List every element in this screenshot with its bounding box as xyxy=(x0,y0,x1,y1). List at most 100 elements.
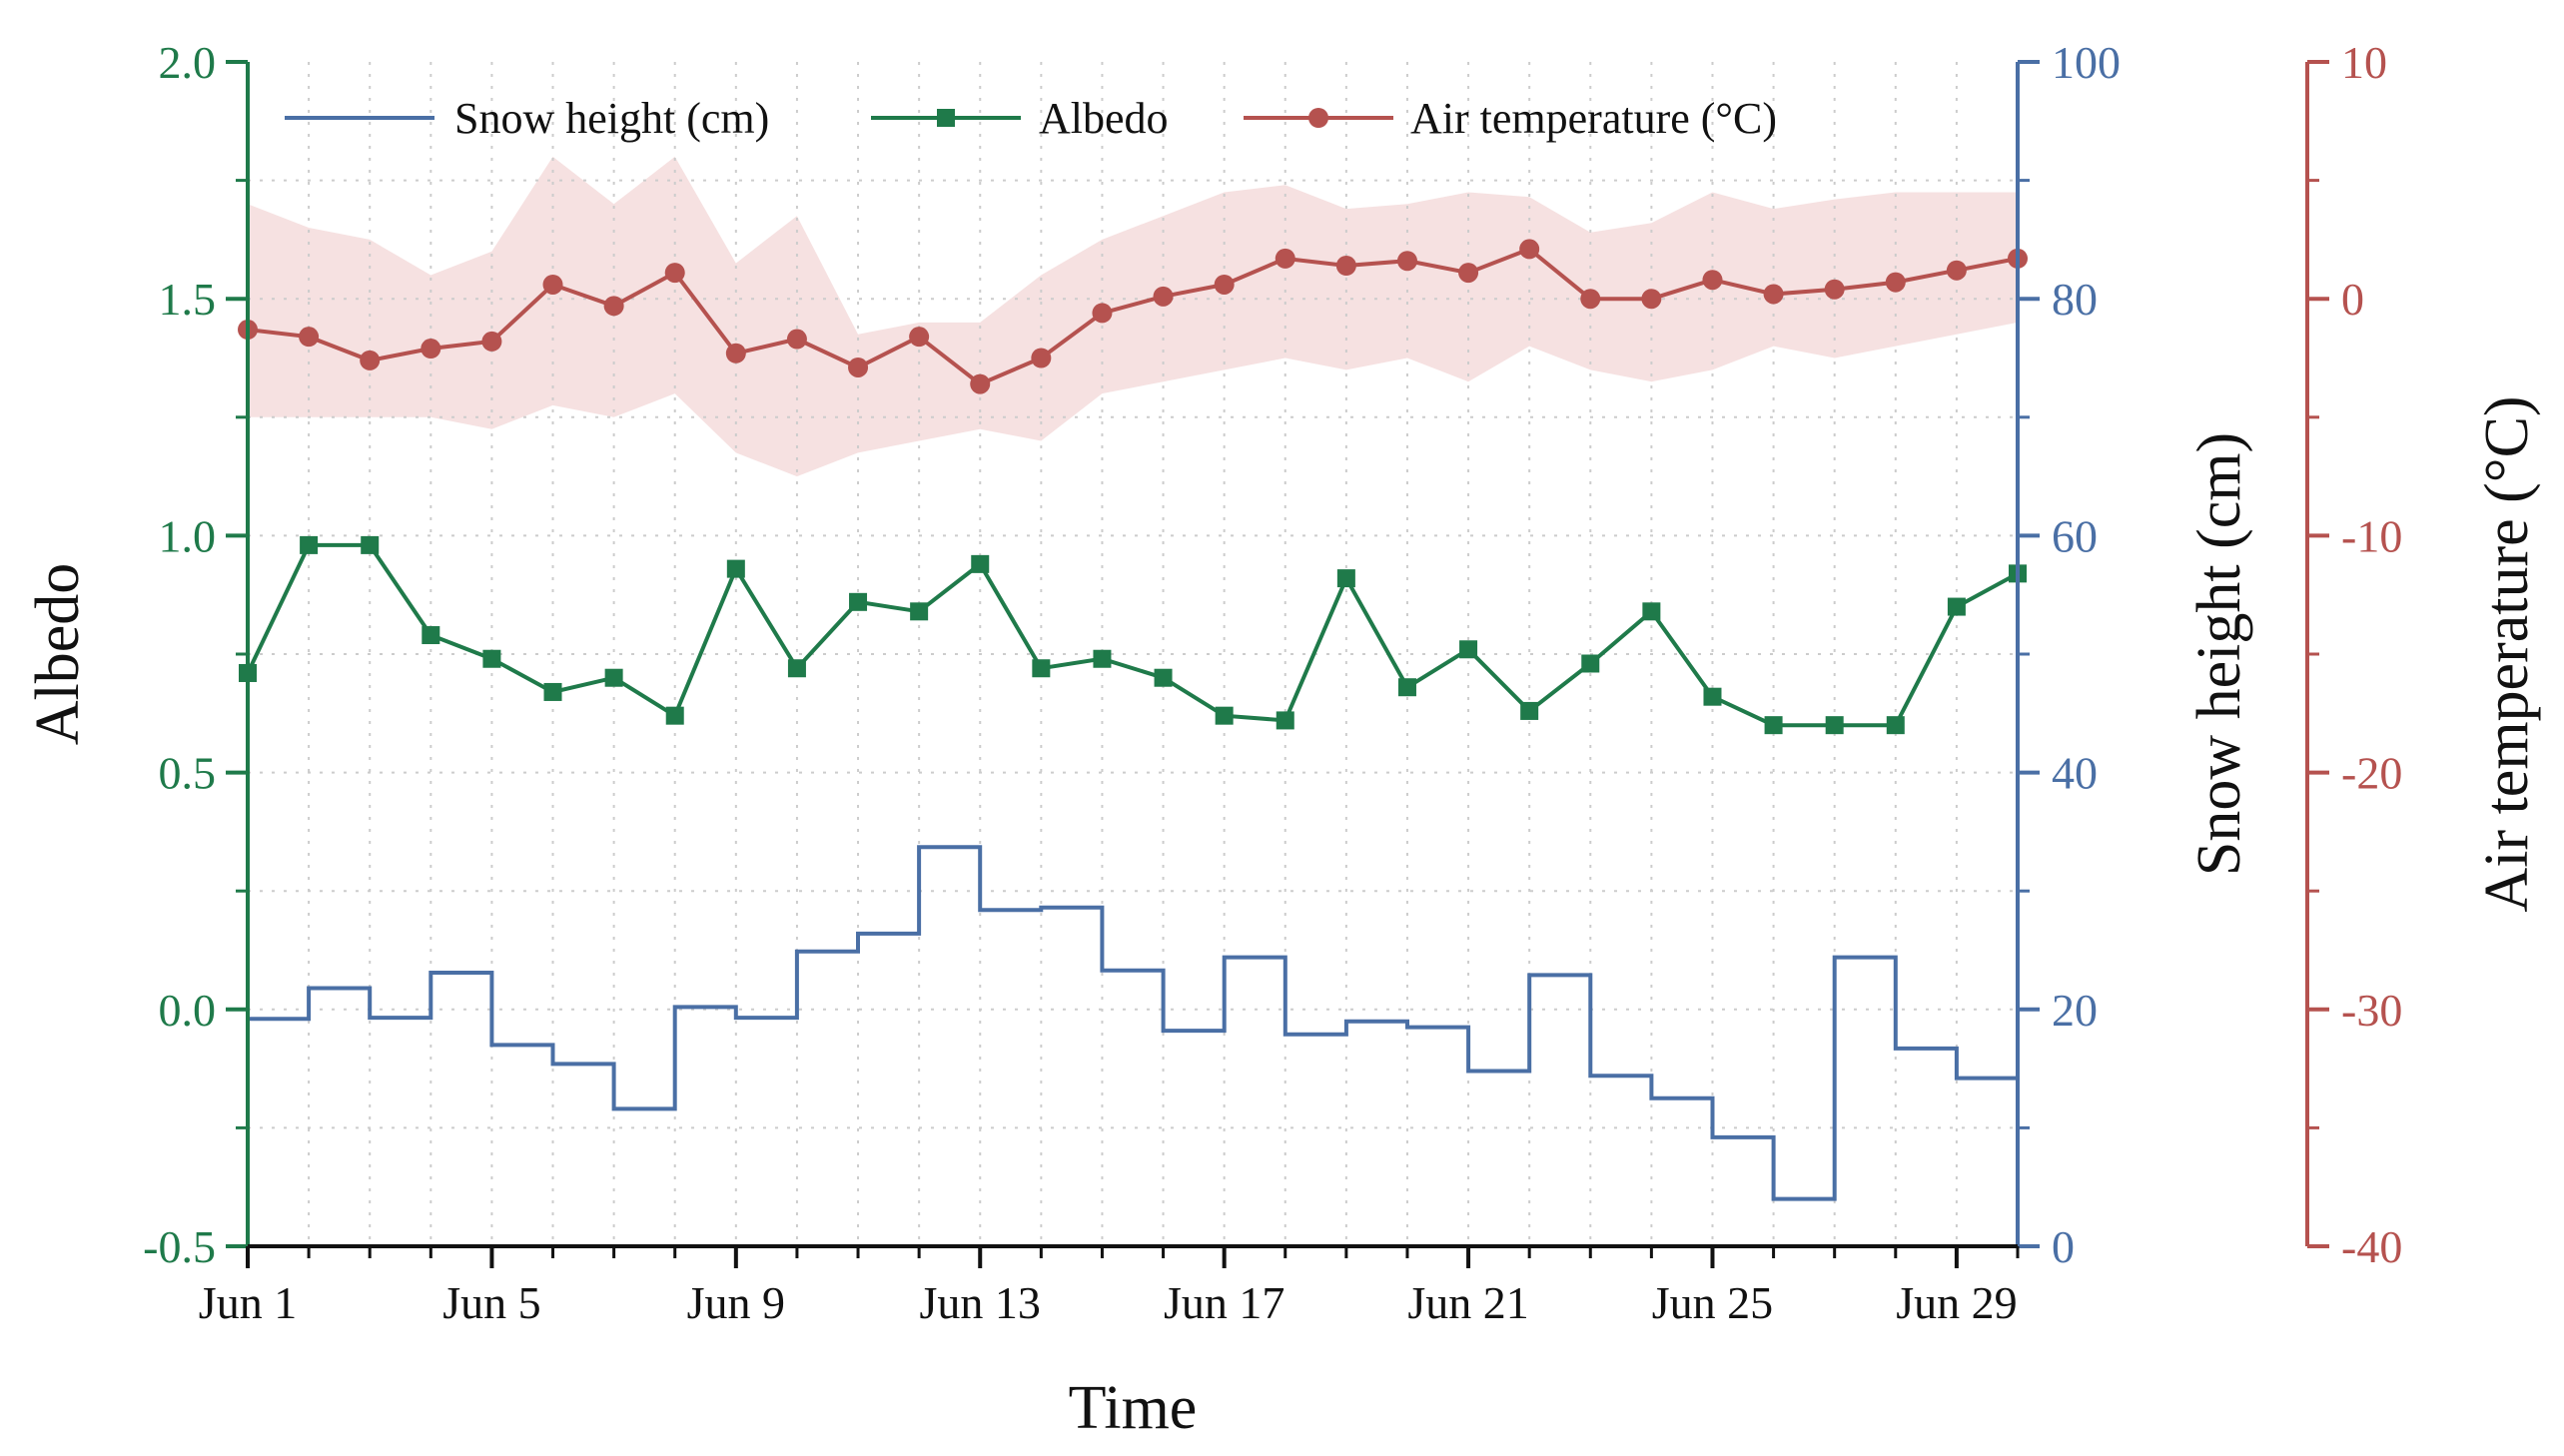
legend: Snow height (cm) Albedo Air temperature (°… xyxy=(285,94,1777,143)
albedo-marker-day-2 xyxy=(300,535,319,554)
x-tick-label: Jun 5 xyxy=(442,1277,540,1328)
albedo-tick-label: 2.0 xyxy=(159,37,217,88)
temperature-marker-day-27 xyxy=(1824,279,1845,300)
temperature-marker-day-13 xyxy=(970,373,991,394)
albedo-marker-day-26 xyxy=(1764,716,1783,735)
albedo-marker-day-22 xyxy=(1520,701,1539,720)
albedo-marker-day-25 xyxy=(1703,687,1722,706)
series-layer xyxy=(238,239,2028,1201)
albedo-marker-day-23 xyxy=(1581,654,1600,673)
albedo-marker-day-21 xyxy=(1459,640,1478,659)
albedo-tick-label: 1.0 xyxy=(159,510,217,561)
temperature-marker-day-29 xyxy=(1946,260,1967,281)
snow-axis-title: Snow height (cm) xyxy=(2185,432,2253,876)
temperature-range-band-layer xyxy=(248,156,2018,477)
legend-label-temp: Air temperature (°C) xyxy=(1410,94,1777,143)
albedo-tick-label: 0.0 xyxy=(159,985,217,1036)
temperature-marker-day-12 xyxy=(909,327,930,348)
albedo-marker-day-20 xyxy=(1397,678,1416,697)
temperature-marker-day-7 xyxy=(603,296,624,317)
albedo-marker-day-15 xyxy=(1093,649,1112,668)
temperature-marker-day-20 xyxy=(1396,251,1417,272)
axes-layer: -0.50.00.51.01.52.0020406080100-40-30-20… xyxy=(143,37,2402,1328)
albedo-marker-day-16 xyxy=(1154,668,1173,687)
temperature-range-band xyxy=(248,156,2018,477)
temperature-marker-day-21 xyxy=(1458,263,1479,284)
legend-marker-albedo xyxy=(937,109,955,127)
grid-layer xyxy=(248,62,2019,1246)
temperature-marker-day-19 xyxy=(1335,255,1356,276)
temperature-marker-day-10 xyxy=(786,329,807,350)
temperature-axis-title: Air temperature (°C) xyxy=(2473,395,2541,912)
x-tick-label: Jun 1 xyxy=(199,1277,297,1328)
temperature-marker-day-15 xyxy=(1092,303,1113,324)
albedo-marker-day-19 xyxy=(1336,569,1355,588)
temperature-marker-day-22 xyxy=(1519,239,1540,260)
temperature-marker-day-26 xyxy=(1763,284,1784,305)
albedo-marker-day-8 xyxy=(665,706,684,725)
albedo-marker-day-14 xyxy=(1032,659,1051,678)
snow-tick-label: 60 xyxy=(2052,510,2098,561)
legend-label-snow: Snow height (cm) xyxy=(454,94,769,143)
temperature-marker-day-9 xyxy=(725,343,746,364)
series-line-air-temperature xyxy=(247,247,2019,386)
temperature-marker-day-18 xyxy=(1275,248,1295,269)
snow-tick-label: 100 xyxy=(2052,37,2121,88)
temperature-marker-day-2 xyxy=(299,327,320,348)
x-tick-label: Jun 17 xyxy=(1164,1277,1284,1328)
series-line-albedo xyxy=(246,542,2019,728)
albedo-marker-day-11 xyxy=(849,592,868,611)
temperature-marker-day-14 xyxy=(1031,348,1052,368)
snow-tick-label: 0 xyxy=(2052,1221,2075,1272)
temperature-marker-day-8 xyxy=(664,263,685,284)
albedo-marker-day-27 xyxy=(1825,716,1844,735)
x-tick-label: Jun 25 xyxy=(1652,1277,1773,1328)
temperature-marker-day-23 xyxy=(1580,289,1601,310)
temperature-tick-label: 10 xyxy=(2341,37,2387,88)
x-tick-label: Jun 21 xyxy=(1407,1277,1528,1328)
temperature-marker-day-5 xyxy=(481,331,502,352)
temperature-marker-day-4 xyxy=(421,339,441,360)
temperature-marker-day-11 xyxy=(848,357,869,377)
series-line-snow-height xyxy=(248,845,2018,1201)
albedo-marker-day-4 xyxy=(422,626,440,645)
x-tick-label: Jun 13 xyxy=(920,1277,1041,1328)
temperature-tick-label: -30 xyxy=(2341,985,2402,1036)
snow-tick-label: 40 xyxy=(2052,748,2098,799)
temperature-marker-day-25 xyxy=(1702,270,1723,291)
x-tick-label: Jun 9 xyxy=(687,1277,785,1328)
albedo-marker-day-24 xyxy=(1642,602,1661,621)
legend-label-albedo: Albedo xyxy=(1039,94,1169,143)
temperature-marker-day-24 xyxy=(1641,289,1662,310)
temperature-tick-label: 0 xyxy=(2341,274,2364,325)
albedo-marker-day-7 xyxy=(604,668,623,687)
albedo-marker-day-9 xyxy=(726,559,745,578)
albedo-marker-day-12 xyxy=(910,602,929,621)
temperature-tick-label: -40 xyxy=(2341,1221,2402,1272)
albedo-marker-day-28 xyxy=(1886,716,1905,735)
albedo-marker-day-10 xyxy=(787,659,806,678)
temperature-marker-day-3 xyxy=(360,350,381,370)
albedo-tick-label: 1.5 xyxy=(159,274,217,325)
albedo-marker-day-29 xyxy=(1947,597,1966,616)
albedo-marker-day-5 xyxy=(482,649,501,668)
temperature-tick-label: -10 xyxy=(2341,510,2402,561)
legend-marker-temperature xyxy=(1308,108,1328,128)
albedo-marker-day-6 xyxy=(543,682,562,701)
temperature-tick-label: -20 xyxy=(2341,748,2402,799)
snow-tick-label: 80 xyxy=(2052,274,2098,325)
albedo-marker-day-18 xyxy=(1276,711,1294,730)
x-tick-label: Jun 29 xyxy=(1896,1277,2017,1328)
x-axis-title: Time xyxy=(1069,1374,1198,1442)
albedo-tick-label: -0.5 xyxy=(143,1221,216,1272)
albedo-marker-day-3 xyxy=(361,535,380,554)
temperature-marker-day-6 xyxy=(542,274,563,295)
albedo-axis-title: Albedo xyxy=(24,563,92,746)
albedo-tick-label: 0.5 xyxy=(159,748,217,799)
albedo-marker-day-17 xyxy=(1215,706,1234,725)
snow-tick-label: 20 xyxy=(2052,985,2098,1036)
temperature-marker-day-28 xyxy=(1885,272,1906,293)
temperature-marker-day-16 xyxy=(1153,286,1174,307)
temperature-marker-day-17 xyxy=(1214,274,1235,295)
